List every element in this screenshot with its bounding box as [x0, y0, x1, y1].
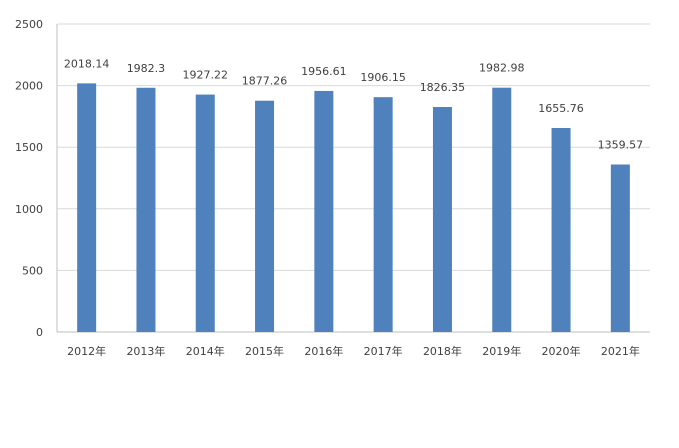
x-tick-label: 2015年 [245, 344, 284, 358]
y-tick-label: 2500 [15, 18, 43, 31]
bar [314, 90, 334, 332]
bar [255, 100, 275, 333]
bar [610, 164, 630, 332]
data-label: 1359.57 [598, 139, 644, 152]
bar [551, 128, 571, 332]
bar [373, 97, 393, 332]
data-label: 1982.3 [127, 62, 166, 75]
y-tick-label: 1500 [15, 141, 43, 154]
bar [432, 106, 452, 332]
bar [136, 87, 156, 332]
x-tick-label: 2013年 [126, 344, 165, 358]
data-label: 1826.35 [420, 81, 466, 94]
y-tick-label: 500 [22, 264, 43, 277]
x-tick-label: 2016年 [304, 344, 343, 358]
y-tick-label: 0 [36, 326, 43, 339]
bar [77, 83, 97, 333]
bar [195, 94, 215, 332]
bar [492, 87, 512, 332]
data-label: 1655.76 [538, 102, 584, 115]
data-label: 1956.61 [301, 65, 347, 78]
x-tick-label: 2017年 [364, 344, 403, 358]
x-tick-label: 2014年 [186, 344, 225, 358]
data-label: 1927.22 [183, 69, 229, 82]
x-tick-label: 2019年 [482, 344, 521, 358]
x-tick-label: 2012年 [67, 344, 106, 358]
data-label: 1877.26 [242, 75, 288, 88]
x-tick-label: 2021年 [601, 344, 640, 358]
x-tick-label: 2018年 [423, 344, 462, 358]
data-label: 1982.98 [479, 62, 525, 75]
y-tick-label: 1000 [15, 203, 43, 216]
x-tick-label: 2020年 [542, 344, 581, 358]
data-label: 1906.15 [360, 71, 406, 84]
data-label: 2018.14 [64, 57, 110, 70]
y-tick-label: 2000 [15, 80, 43, 93]
